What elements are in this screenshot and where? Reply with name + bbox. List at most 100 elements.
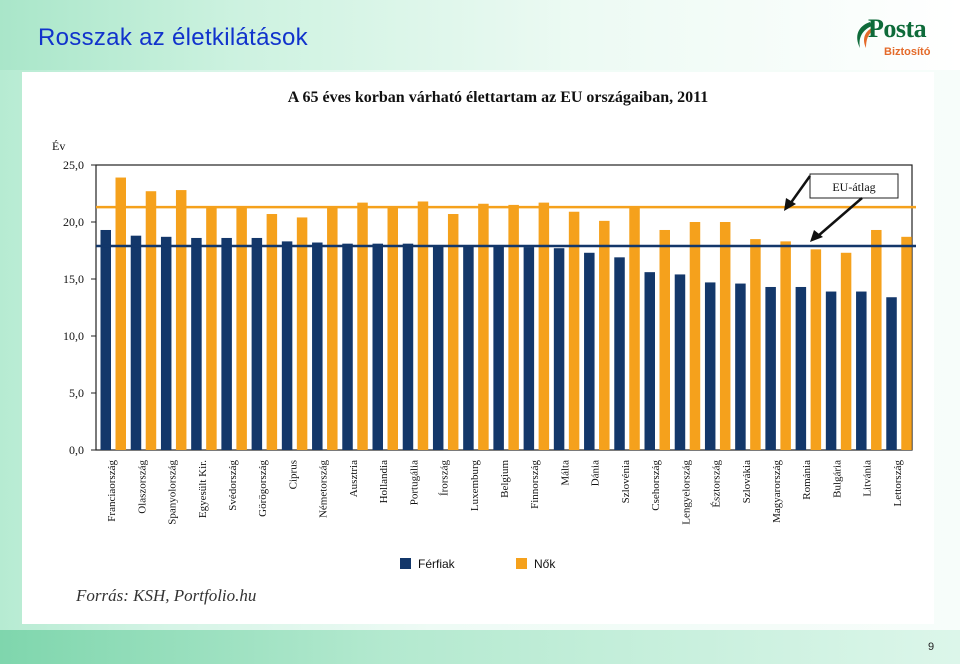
category-label: Belgium [499,460,511,498]
category-label: Luxemburg [469,460,481,512]
bar-women [296,217,308,450]
chart-title: A 65 éves korban várható élettartam az E… [288,89,708,106]
bar-men [704,282,716,450]
logo-subtitle: Biztosító [884,46,931,58]
bar-men [644,272,655,450]
bar-men [342,243,353,450]
bar-women [478,203,489,450]
bar-women [327,207,338,450]
category-label: Ausztria [348,460,360,497]
category-label: Olaszország [136,460,148,514]
bar-men [765,286,776,450]
y-tick-label: 10,0 [63,329,84,343]
eu-average-annotation: EU-átlag [784,173,899,242]
bar-men [795,286,807,450]
category-label: Észtország [711,460,723,508]
bar-men [432,245,444,450]
category-label: Finnország [529,460,541,509]
category-label: Svédország [227,460,239,511]
eu-average-lines [96,205,916,248]
category-labels: Franciaország Olaszország Spanyolország Egy… [106,460,904,525]
category-label: Portugália [408,460,420,505]
bar-men [191,237,202,450]
category-label: Csehország [650,460,662,511]
bar-men [160,236,172,450]
y-tick-label: 25,0 [63,158,84,172]
y-axis-ticks: 0,0 5,0 10,0 15,0 20,0 25,0 [63,158,96,457]
eu-average-label: EU-átlag [832,180,875,194]
legend: Férfiak Nők [400,557,556,571]
bar-women [810,249,822,450]
category-label: Lettország [892,460,904,507]
bar-men [886,297,897,450]
slide-title: Rosszak az életkilátások [38,24,308,51]
bar-women [780,241,791,450]
bar-women [508,204,519,450]
legend-swatch-women [516,558,527,569]
category-label: Bulgária [831,460,843,498]
eu-arrow-upper-head [784,198,796,211]
category-label: Dánia [590,460,602,486]
legend-swatch-men [400,558,411,569]
bar-men [614,257,625,450]
bar-women [599,220,610,450]
y-tick-label: 15,0 [63,272,84,286]
y-axis-label: Év [52,139,65,153]
bar-women [871,229,882,450]
eu-arrow-lower-head [810,230,823,242]
legend-label-men: Férfiak [418,557,456,571]
bar-women [719,222,731,450]
bar-men [100,229,111,450]
category-label: Málta [559,460,571,486]
category-label: Írország [439,460,451,497]
bar-women [750,239,761,450]
footer-band [0,630,960,664]
category-label: Szlovákia [741,460,753,503]
bar-women [840,252,852,450]
bar-men [130,235,142,450]
bar-men [312,242,323,450]
category-label: Szlovénia [620,460,632,503]
bar-men [402,243,414,450]
eu-average-label-box [809,173,899,199]
logo-swoosh-icon [857,22,873,48]
bar-men [553,248,565,450]
bar-women [629,207,640,450]
bar-men [523,247,535,450]
legend-label-women: Nők [534,557,556,571]
bar-women [568,211,580,450]
bar-men [584,252,595,450]
logo-wordmark: Posta [868,14,927,43]
category-label: Ciprus [287,460,299,489]
bar-men [735,283,746,450]
bar-women [901,236,912,450]
bar-women [175,190,187,450]
bar-women [659,229,670,450]
category-label: Spanyolország [167,460,179,525]
bar-women [206,207,217,450]
bar-men [493,245,504,450]
bar-men [674,274,686,450]
category-label: Románia [801,460,813,500]
page-number: 9 [928,641,935,653]
bar-men [856,291,867,450]
bar-series [100,177,912,451]
y-tick-label: 0,0 [69,443,84,457]
header-band [0,0,960,70]
category-label: Lengyelország [680,460,692,525]
bar-women [236,207,247,450]
bar-women [417,201,429,450]
bar-men [463,245,474,450]
plot-frame [95,164,913,451]
category-label: Hollandia [378,460,390,503]
bar-men [372,243,383,450]
y-tick-label: 5,0 [69,386,84,400]
category-label: Franciaország [106,460,118,522]
bar-men [825,291,837,450]
category-label: Magyarország [771,460,783,523]
category-label: Egyesült Kir. [197,460,209,518]
category-label: Görögország [257,460,269,517]
bar-men [281,241,293,450]
bar-men [251,237,263,450]
